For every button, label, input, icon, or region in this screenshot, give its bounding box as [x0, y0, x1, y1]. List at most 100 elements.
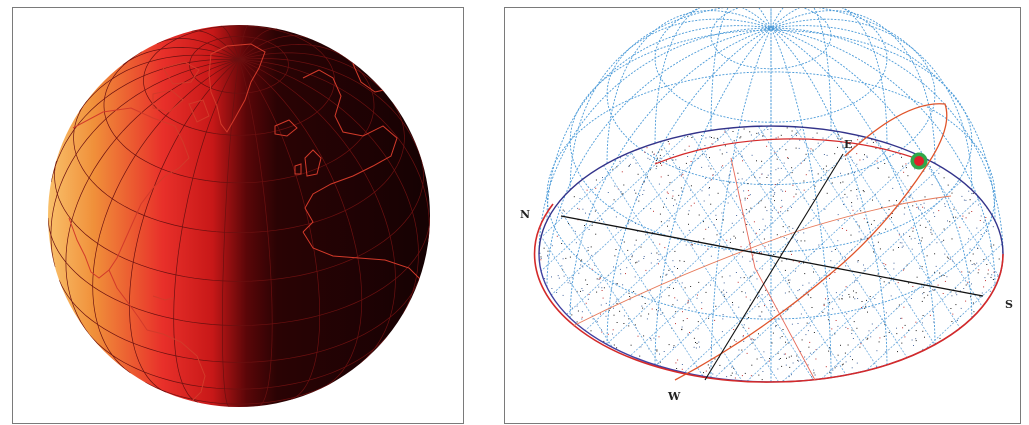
- star-dot: [634, 276, 636, 278]
- star-dot: [983, 358, 985, 360]
- star-dot: [658, 254, 660, 256]
- globe-meridian: [78, 54, 240, 112]
- star-dot: [822, 311, 824, 313]
- star-dot: [901, 242, 903, 244]
- sun-path-back-arc: [572, 195, 952, 327]
- star-dot: [613, 371, 614, 373]
- star-dot: [742, 336, 744, 338]
- star-dot: [932, 289, 934, 291]
- star-dot: [977, 247, 979, 249]
- star-dot: [643, 189, 645, 191]
- star-dot: [853, 321, 855, 323]
- star-dot: [560, 320, 561, 322]
- star-dot: [949, 258, 951, 260]
- star-dot: [735, 341, 737, 343]
- star-dot: [898, 132, 900, 134]
- globe-meridian: [238, 59, 396, 364]
- star-dot: [943, 177, 945, 179]
- star-dot: [803, 232, 805, 234]
- star-dot: [708, 128, 710, 130]
- star-dot: [745, 209, 747, 211]
- star-dot: [898, 130, 900, 132]
- star-dot: [888, 208, 890, 210]
- star-dot: [850, 234, 852, 236]
- star-dot: [621, 171, 623, 173]
- globe-meridian: [238, 59, 321, 401]
- star-dot: [880, 278, 882, 279]
- star-dot: [817, 173, 819, 175]
- star-dot: [545, 141, 547, 143]
- star-dot: [814, 185, 816, 187]
- star-dot: [576, 290, 578, 292]
- star-dot: [620, 137, 621, 138]
- star-dot: [781, 199, 783, 201]
- disk-grid-line: [836, 126, 1003, 382]
- star-dot: [974, 126, 976, 128]
- star-dot: [963, 288, 965, 289]
- star-dot: [774, 200, 775, 202]
- star-dot: [923, 141, 925, 143]
- star-dot: [751, 342, 753, 344]
- star-dot: [831, 328, 833, 330]
- star-dot: [587, 298, 589, 300]
- star-dot: [655, 162, 657, 164]
- globe-parallel: [54, 157, 424, 282]
- star-dot: [951, 164, 953, 166]
- compass-label-north: N: [520, 208, 530, 221]
- star-dot: [695, 347, 697, 349]
- star-dot: [900, 317, 902, 319]
- star-dot: [553, 371, 555, 373]
- star-dot: [691, 127, 693, 129]
- star-dot: [758, 306, 760, 308]
- star-dot: [829, 347, 831, 349]
- star-dot: [847, 328, 849, 330]
- star-dot: [571, 307, 573, 309]
- star-dot: [964, 340, 966, 342]
- star-dot: [991, 316, 993, 318]
- star-dot: [642, 194, 644, 195]
- star-dot: [634, 189, 635, 191]
- star-dot: [980, 234, 982, 235]
- star-dot: [622, 284, 624, 286]
- star-dot: [668, 269, 670, 271]
- star-dot: [672, 260, 674, 262]
- star-dot: [567, 282, 569, 284]
- star-dot: [645, 234, 647, 236]
- star-dot: [771, 217, 773, 219]
- star-dot: [573, 346, 575, 348]
- star-dot: [774, 192, 776, 194]
- star-dot: [558, 277, 560, 279]
- disk-grid-line: [800, 126, 1003, 382]
- star-dot: [866, 156, 868, 158]
- star-dot: [941, 241, 943, 243]
- dome-parallel: [569, 29, 973, 253]
- star-dot: [921, 368, 923, 370]
- star-dot: [992, 327, 994, 329]
- star-dot: [862, 376, 864, 377]
- star-dot: [689, 332, 690, 333]
- star-dot: [661, 164, 663, 166]
- star-dot: [786, 238, 788, 240]
- star-dot: [701, 166, 703, 168]
- star-dot: [912, 380, 913, 382]
- star-dot: [623, 137, 625, 139]
- disk-grid-line: [539, 126, 562, 382]
- star-dot: [856, 221, 858, 223]
- star-dot: [794, 270, 796, 272]
- star-dot: [946, 276, 948, 278]
- disk-grid-line: [644, 126, 826, 382]
- star-dot: [599, 157, 601, 159]
- star-dot: [888, 200, 890, 202]
- star-dot: [710, 203, 712, 205]
- star-dot: [951, 192, 953, 194]
- star-dot: [771, 300, 773, 302]
- star-dot: [748, 327, 750, 329]
- star-dot: [735, 373, 737, 375]
- dome-meridian: [606, 10, 772, 164]
- star-dot: [705, 154, 707, 156]
- star-dot: [917, 372, 918, 374]
- star-dot: [793, 196, 795, 198]
- star-dot: [943, 228, 945, 230]
- star-dot: [835, 320, 837, 321]
- star-dot: [914, 168, 916, 170]
